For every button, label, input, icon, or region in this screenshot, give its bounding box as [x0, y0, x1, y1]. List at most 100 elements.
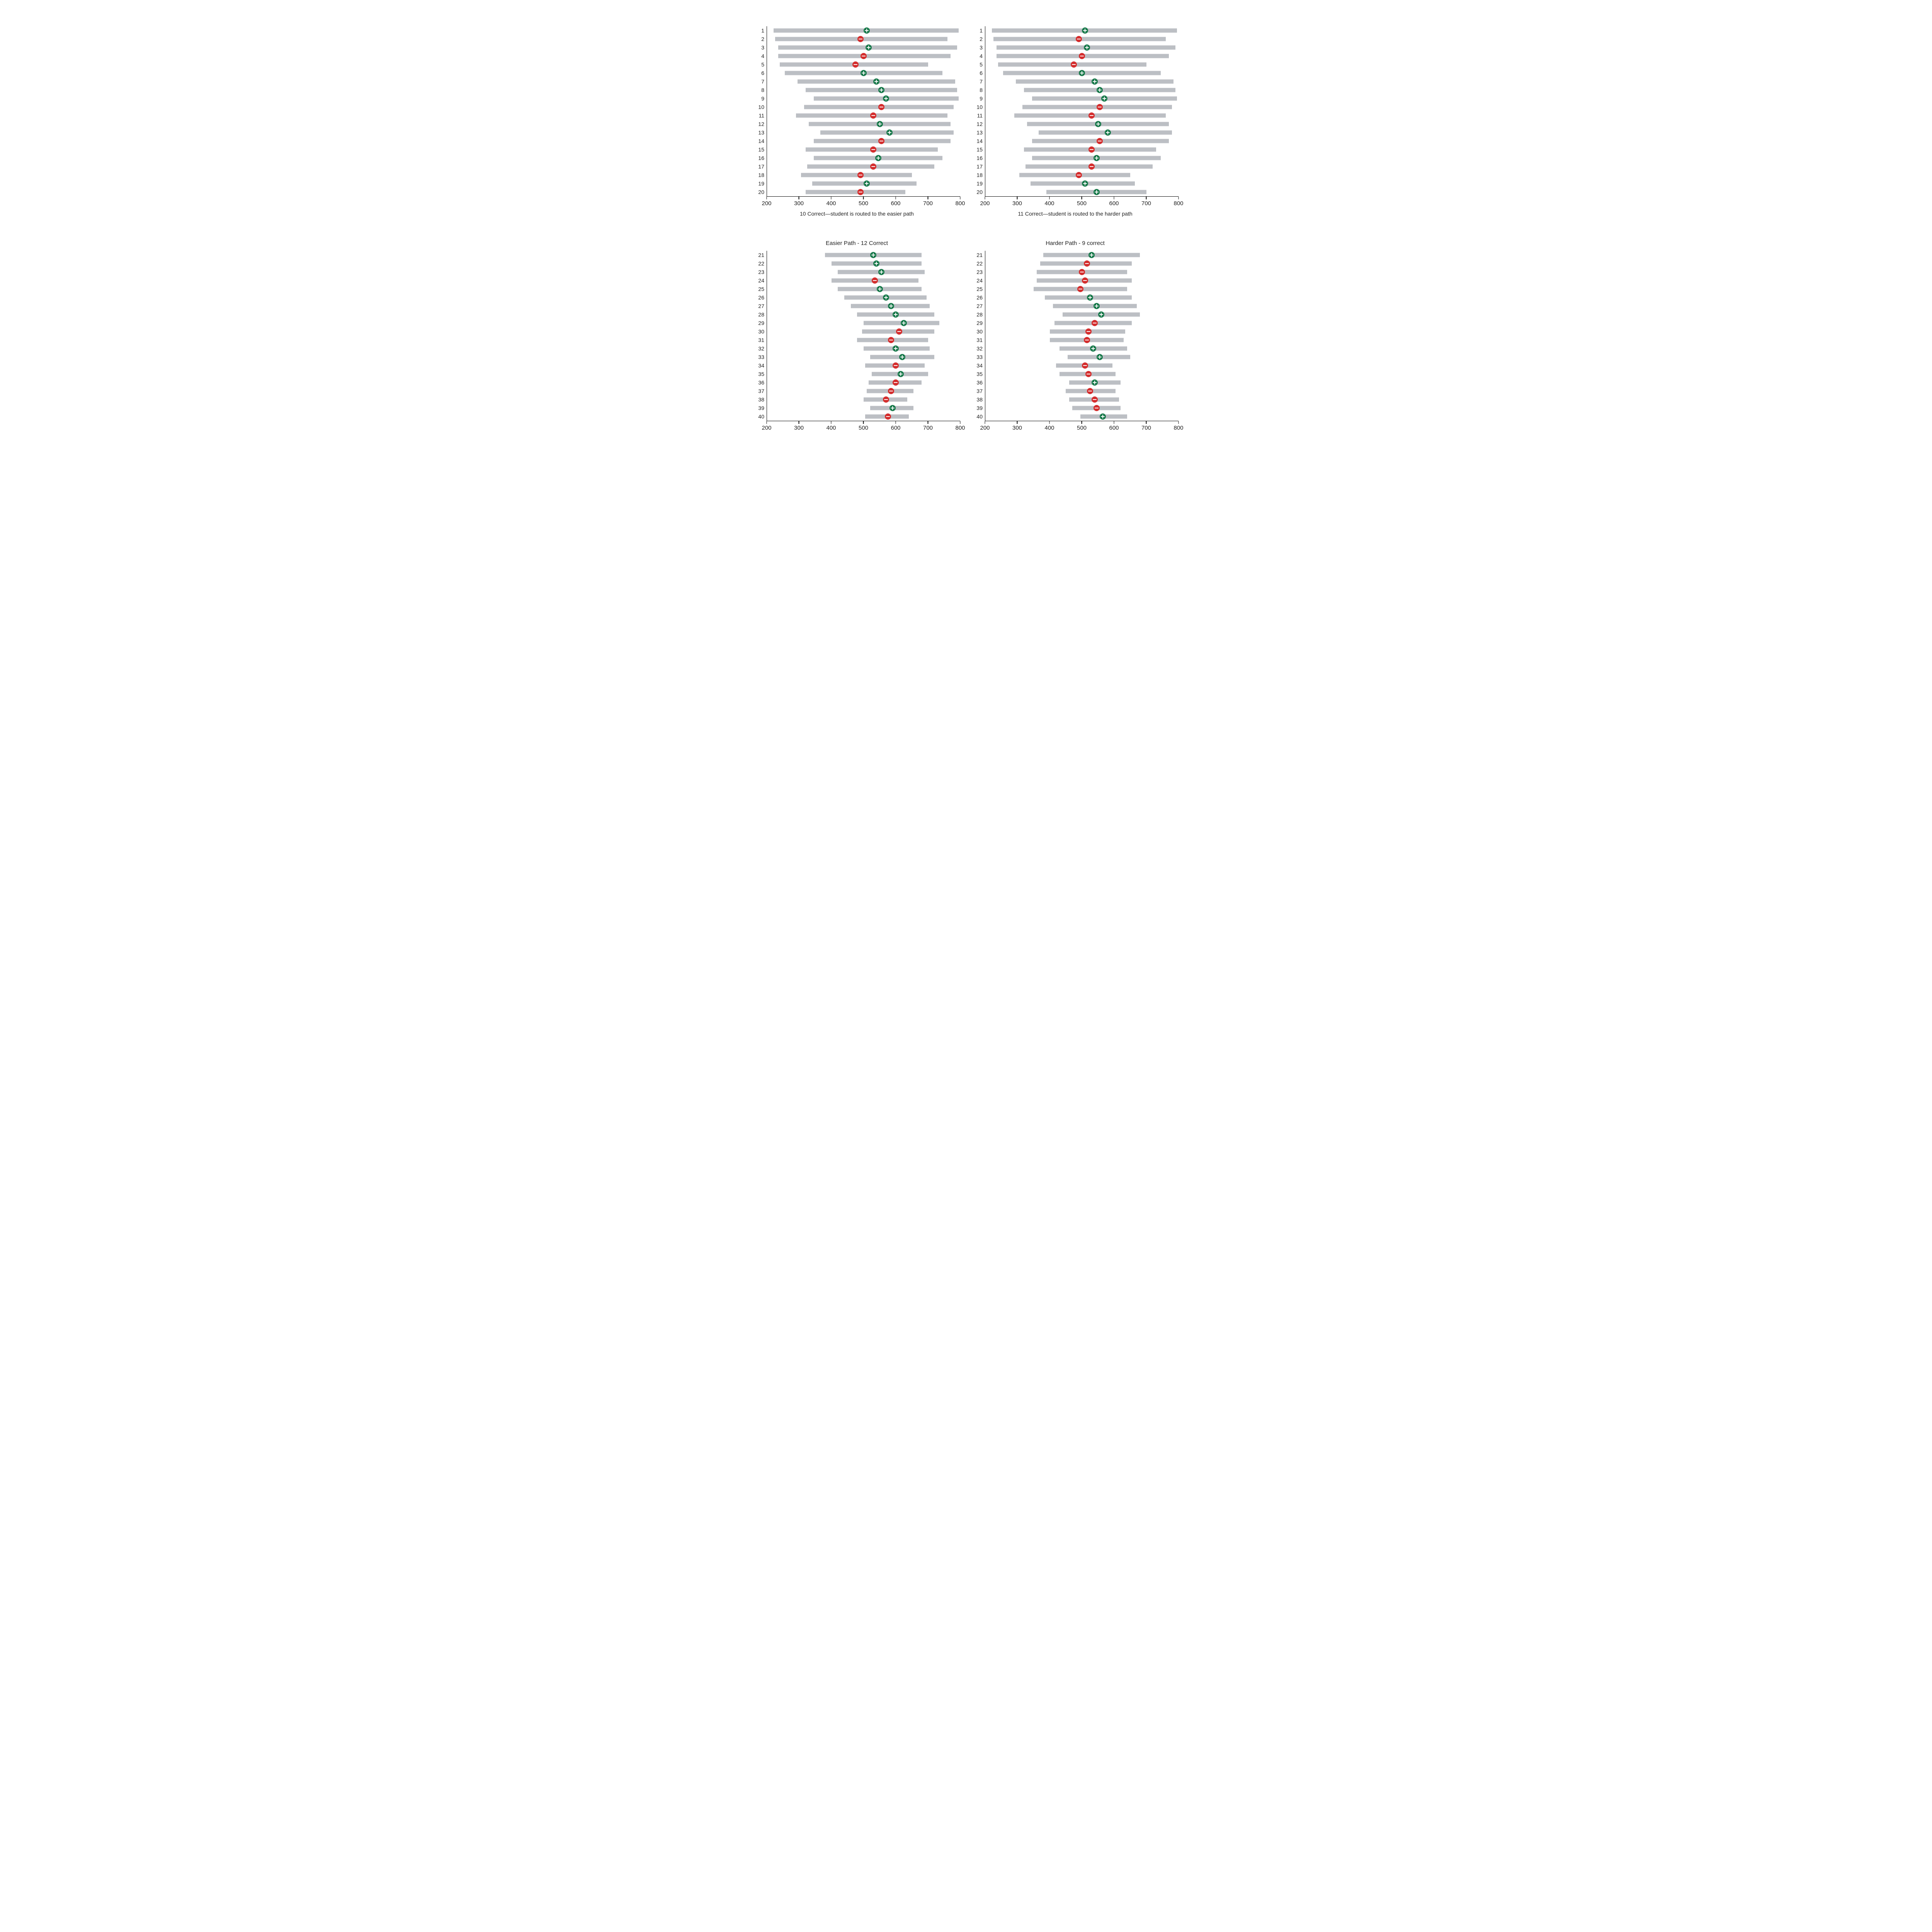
row-number-label: 29 [972, 320, 985, 326]
chart-row: 25 [972, 285, 1179, 293]
chart-row: 27 [972, 302, 1179, 310]
row-number-label: 22 [753, 260, 767, 267]
row-number-label: 15 [972, 146, 985, 153]
incorrect-marker-icon [1088, 163, 1095, 170]
row-number-label: 9 [753, 95, 767, 102]
correct-marker-icon [1105, 129, 1111, 136]
row-plot-area [985, 103, 1179, 111]
axis-tick-label: 300 [1012, 200, 1022, 207]
row-plot-area [985, 327, 1179, 336]
chart-row: 26 [972, 293, 1179, 302]
correct-marker-icon [893, 311, 899, 318]
axis-tick: 400 [1044, 197, 1054, 207]
chart-row: 38 [972, 395, 1179, 404]
row-plot-area [767, 353, 960, 361]
row-plot-area [767, 154, 960, 162]
chart-row: 39 [972, 404, 1179, 412]
range-bar [806, 190, 905, 194]
chart-row: 28 [972, 310, 1179, 319]
row-plot-area [767, 404, 960, 412]
row-plot-area [767, 188, 960, 196]
row-plot-area [985, 259, 1179, 268]
incorrect-marker-icon [1092, 396, 1098, 403]
axis-tick: 500 [1077, 197, 1087, 207]
axis-tick: 300 [1012, 421, 1022, 431]
row-number-label: 33 [972, 354, 985, 360]
axis-tick-label: 800 [955, 200, 965, 207]
chart-row: 32 [972, 344, 1179, 353]
incorrect-marker-icon [1097, 138, 1103, 144]
row-plot-area [767, 285, 960, 293]
row-plot-area [767, 395, 960, 404]
correct-marker-icon [878, 87, 884, 93]
chart-row: 13 [753, 128, 960, 137]
row-number-label: 20 [753, 189, 767, 195]
row-plot-area [985, 69, 1179, 77]
row-plot-area [767, 35, 960, 43]
row-plot-area [985, 35, 1179, 43]
incorrect-marker-icon [1082, 362, 1088, 369]
chart-row: 13 [972, 128, 1179, 137]
row-number-label: 21 [753, 252, 767, 258]
axis-tick: 200 [980, 197, 990, 207]
correct-marker-icon [1097, 87, 1103, 93]
correct-marker-icon [877, 121, 883, 127]
incorrect-marker-icon [1071, 61, 1077, 68]
incorrect-marker-icon [885, 413, 891, 420]
correct-marker-icon [1100, 413, 1106, 420]
incorrect-marker-icon [857, 172, 864, 178]
axis-tick-label: 500 [859, 200, 868, 207]
row-plot-area [767, 145, 960, 154]
chart-row: 31 [972, 336, 1179, 344]
axis-tick: 400 [826, 421, 836, 431]
axis-tick-label: 500 [1077, 200, 1087, 207]
row-number-label: 40 [972, 413, 985, 420]
chart-row: 12 [753, 120, 960, 128]
correct-marker-icon [888, 303, 894, 309]
axis-tick-label: 400 [826, 200, 836, 207]
row-plot-area [985, 77, 1179, 86]
incorrect-marker-icon [1085, 328, 1092, 335]
row-number-label: 32 [753, 345, 767, 352]
row-plot-area [767, 137, 960, 145]
incorrect-marker-icon [1076, 172, 1082, 178]
axis-tick: 800 [1173, 421, 1183, 431]
chart-row: 21 [753, 251, 960, 259]
chart-row: 6 [972, 69, 1179, 77]
correct-marker-icon [1092, 78, 1098, 85]
axis-tick: 500 [859, 421, 868, 431]
chart-row: 14 [753, 137, 960, 145]
row-number-label: 39 [972, 405, 985, 411]
correct-marker-icon [875, 155, 881, 161]
axis-tick: 300 [1012, 197, 1022, 207]
row-number-label: 25 [972, 286, 985, 292]
row-number-label: 24 [972, 277, 985, 284]
chart-row: 36 [753, 378, 960, 387]
row-number-label: 36 [753, 379, 767, 386]
row-plot-area [767, 128, 960, 137]
row-plot-area [985, 26, 1179, 35]
row-number-label: 11 [753, 112, 767, 119]
row-plot-area [767, 69, 960, 77]
panel-top-title: Easier Path - 12 Correct [753, 240, 960, 247]
row-number-label: 24 [753, 277, 767, 284]
chart-grid: 1234567891011121314151617181920200300400… [753, 15, 1179, 435]
chart-row: 15 [753, 145, 960, 154]
row-plot-area [985, 361, 1179, 370]
row-plot-area [985, 336, 1179, 344]
incorrect-marker-icon [1084, 337, 1090, 343]
correct-marker-icon [866, 44, 872, 51]
chart-row: 4 [753, 52, 960, 60]
panel-top-title [972, 15, 1179, 22]
axis-tick-label: 700 [923, 200, 933, 207]
axis-tick-label: 300 [794, 200, 804, 207]
correct-marker-icon [861, 70, 867, 76]
axis-tick-label: 300 [1012, 425, 1022, 431]
row-plot-area [985, 302, 1179, 310]
correct-marker-icon [1095, 121, 1101, 127]
row-plot-area [985, 52, 1179, 60]
chart-row: 1 [753, 26, 960, 35]
row-plot-area [767, 26, 960, 35]
row-plot-area [767, 293, 960, 302]
chart-row: 10 [753, 103, 960, 111]
